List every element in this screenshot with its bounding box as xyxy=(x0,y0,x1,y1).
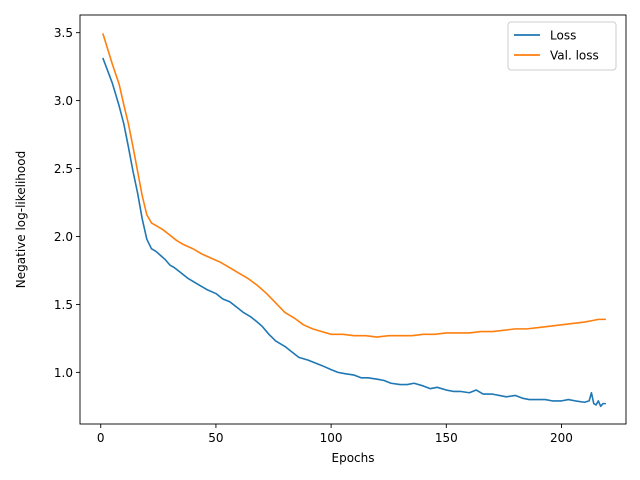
x-tick-label: 0 xyxy=(97,431,105,445)
x-axis-label: Epochs xyxy=(332,451,375,465)
legend: Loss Val. loss xyxy=(507,21,617,71)
legend-label-loss: Loss xyxy=(550,29,576,43)
y-tick-label: 2.0 xyxy=(54,230,73,244)
series-line-val-loss xyxy=(102,33,607,338)
y-tick-label: 2.5 xyxy=(54,162,73,176)
plot-frame xyxy=(79,14,627,425)
axis-ticks: 0 50 100 150 200 1.0 1.5 2.0 2.5 3.0 3.5 xyxy=(54,26,573,445)
x-tick-label: 50 xyxy=(208,431,223,445)
y-tick-label: 1.5 xyxy=(54,298,73,312)
y-tick-label: 3.0 xyxy=(54,94,73,108)
plot-area xyxy=(80,15,626,424)
x-tick-label: 100 xyxy=(320,431,343,445)
series-lines xyxy=(102,33,607,408)
x-tick-label: 150 xyxy=(435,431,458,445)
y-axis-label: Negative log-likelihood xyxy=(14,151,28,288)
x-tick-label: 200 xyxy=(550,431,573,445)
legend-label-val-loss: Val. loss xyxy=(550,49,599,63)
legend-box xyxy=(507,21,617,71)
series-line-loss xyxy=(102,57,607,408)
y-tick-label: 1.0 xyxy=(54,366,73,380)
y-tick-label: 3.5 xyxy=(54,26,73,40)
